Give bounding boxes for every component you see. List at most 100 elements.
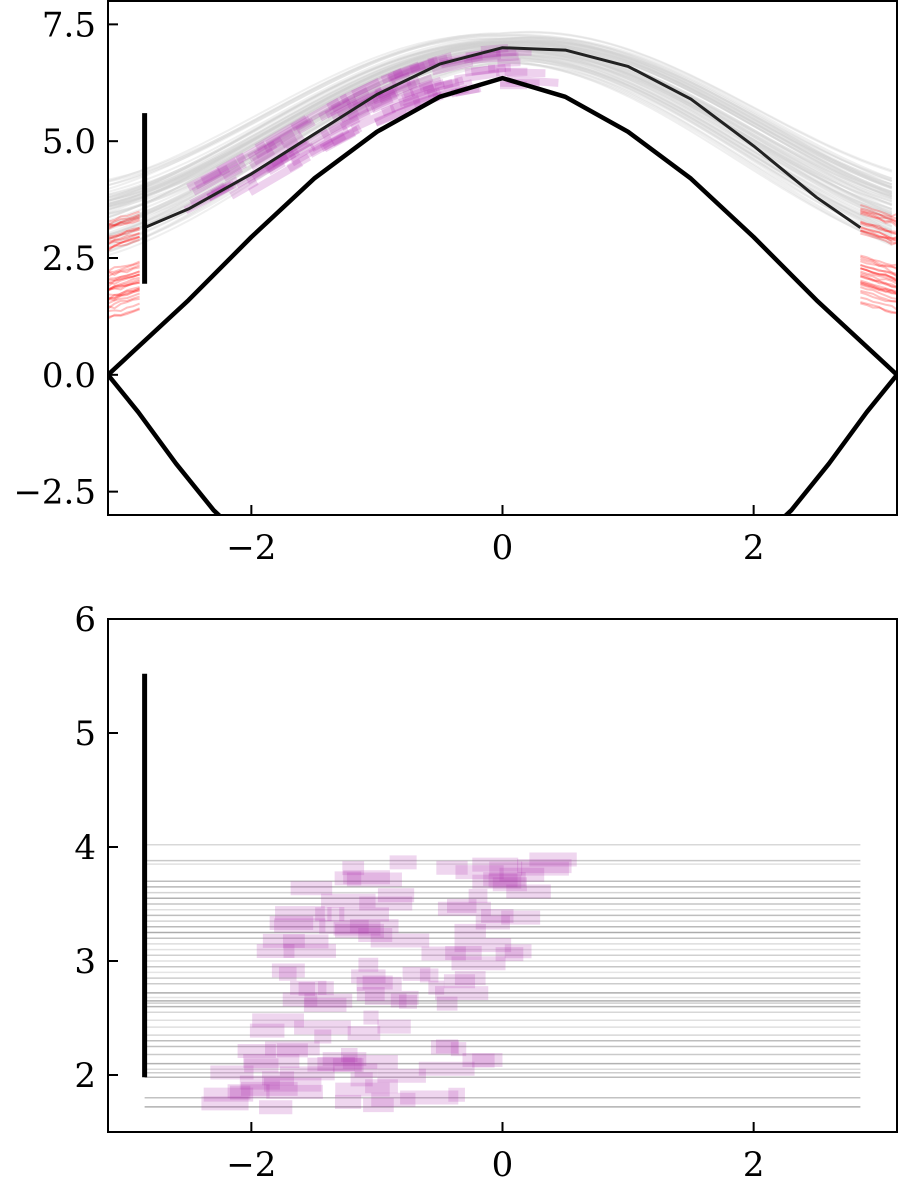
edge-sample-right bbox=[860, 204, 897, 218]
segment-mark bbox=[216, 152, 247, 175]
edge-sample-left bbox=[108, 219, 140, 229]
edge-sample-right bbox=[860, 272, 897, 286]
segment-mark bbox=[470, 64, 496, 76]
edge-sample-right bbox=[860, 230, 897, 245]
main-curves-top bbox=[108, 46, 897, 515]
sample-curve bbox=[108, 49, 893, 221]
segment-mark bbox=[398, 86, 439, 107]
edge-sample-left bbox=[108, 281, 140, 291]
edge-sample-left bbox=[108, 217, 140, 231]
bottom-panel-ticks: −2 0 2 2 3 4 5 6 bbox=[74, 600, 764, 1185]
segment-mark bbox=[263, 136, 285, 154]
bottom-ytick-label: 2 bbox=[74, 1056, 96, 1096]
segment-mark bbox=[401, 84, 436, 103]
boundary-lower bbox=[782, 373, 897, 515]
segment-mark bbox=[377, 88, 399, 104]
edge-sample-left bbox=[108, 273, 140, 284]
segment-mark bbox=[251, 147, 276, 166]
edge-sample-right bbox=[860, 281, 897, 296]
sample-curve bbox=[108, 39, 893, 202]
edge-sample-right bbox=[860, 281, 897, 293]
edge-sample-left bbox=[108, 260, 141, 272]
edge-sample-right bbox=[860, 211, 897, 226]
segment-mark bbox=[373, 100, 423, 127]
segment-mark bbox=[269, 138, 312, 168]
edge-sample-right bbox=[860, 229, 897, 242]
bottom-ytick-label: 3 bbox=[74, 942, 96, 982]
sample-curve bbox=[108, 37, 893, 196]
edge-sample-left bbox=[108, 276, 140, 290]
edge-sample-left bbox=[108, 278, 140, 292]
sample-curve bbox=[108, 56, 893, 241]
top-xtick-label: 2 bbox=[743, 528, 765, 568]
segment-mark bbox=[200, 167, 223, 185]
segment-mark bbox=[324, 95, 359, 119]
sample-curve bbox=[108, 40, 893, 199]
segment-mark bbox=[339, 77, 381, 104]
edge-sample-right bbox=[860, 212, 897, 228]
top-panel-ticks: −2 0 2 −2.5 0.0 2.5 5.0 7.5 bbox=[13, 5, 764, 568]
edge-sample-right bbox=[860, 263, 897, 279]
sample-curve bbox=[108, 42, 893, 203]
sample-curve bbox=[108, 54, 893, 235]
edge-sample-right bbox=[860, 302, 897, 315]
segment-mark bbox=[431, 58, 474, 76]
segment-mark bbox=[280, 130, 304, 149]
top-xtick-label: −2 bbox=[226, 528, 276, 568]
segment-mark bbox=[319, 124, 363, 152]
segment-mark bbox=[193, 164, 231, 190]
sample-curve bbox=[108, 61, 893, 253]
sample-curve bbox=[108, 55, 893, 237]
sample-curve bbox=[108, 45, 893, 212]
segment-mark bbox=[392, 56, 439, 80]
edge-sample-left bbox=[108, 308, 140, 318]
edge-sample-left bbox=[108, 292, 140, 305]
sample-curve bbox=[108, 38, 893, 202]
edge-sample-left bbox=[108, 286, 140, 297]
edge-sample-left bbox=[108, 216, 140, 227]
sample-curve bbox=[108, 37, 893, 193]
edge-sample-right bbox=[860, 275, 897, 288]
edge-sample-right bbox=[860, 256, 897, 269]
edge-sample-left bbox=[108, 236, 140, 249]
edge-sample-right bbox=[860, 220, 897, 236]
segment-mark bbox=[350, 105, 397, 133]
segment-highlights-bottom bbox=[201, 852, 577, 1115]
segment-mark bbox=[409, 78, 446, 98]
sample-curve bbox=[108, 41, 893, 206]
sample-curve bbox=[108, 40, 893, 206]
edge-sample-right bbox=[860, 296, 897, 311]
edge-sample-right bbox=[860, 221, 897, 235]
edge-sample-right bbox=[860, 207, 897, 223]
segment-mark bbox=[330, 86, 370, 113]
segment-mark bbox=[483, 47, 517, 58]
edge-sample-right bbox=[860, 274, 897, 289]
sample-curve bbox=[108, 41, 893, 203]
segment-mark bbox=[351, 67, 404, 98]
top-ytick-label: 2.5 bbox=[42, 239, 96, 279]
sample-curve bbox=[108, 37, 893, 193]
edge-sample-left bbox=[108, 213, 140, 227]
sample-curve bbox=[108, 40, 893, 208]
edge-sample-right bbox=[860, 289, 897, 303]
segment-mark bbox=[406, 74, 434, 91]
segment-mark bbox=[496, 68, 546, 78]
sample-curve bbox=[108, 38, 893, 202]
sample-curve bbox=[108, 53, 893, 231]
segment-mark bbox=[320, 108, 371, 140]
edge-sample-left bbox=[108, 307, 140, 320]
segment-mark bbox=[253, 140, 278, 160]
edge-sample-right bbox=[860, 254, 897, 267]
sample-curve bbox=[108, 33, 893, 187]
segment-mark bbox=[290, 136, 335, 167]
sample-curve bbox=[108, 61, 893, 253]
sample-curve bbox=[108, 59, 893, 245]
bottom-xtick-label: 2 bbox=[743, 1145, 765, 1185]
sample-curves-top bbox=[108, 30, 897, 320]
segment-mark bbox=[377, 76, 421, 100]
segment-mark bbox=[265, 116, 313, 148]
bottom-panel: −2 0 2 2 3 4 5 6 bbox=[74, 600, 898, 1185]
segment-mark bbox=[402, 80, 434, 99]
sample-curve bbox=[108, 50, 893, 228]
